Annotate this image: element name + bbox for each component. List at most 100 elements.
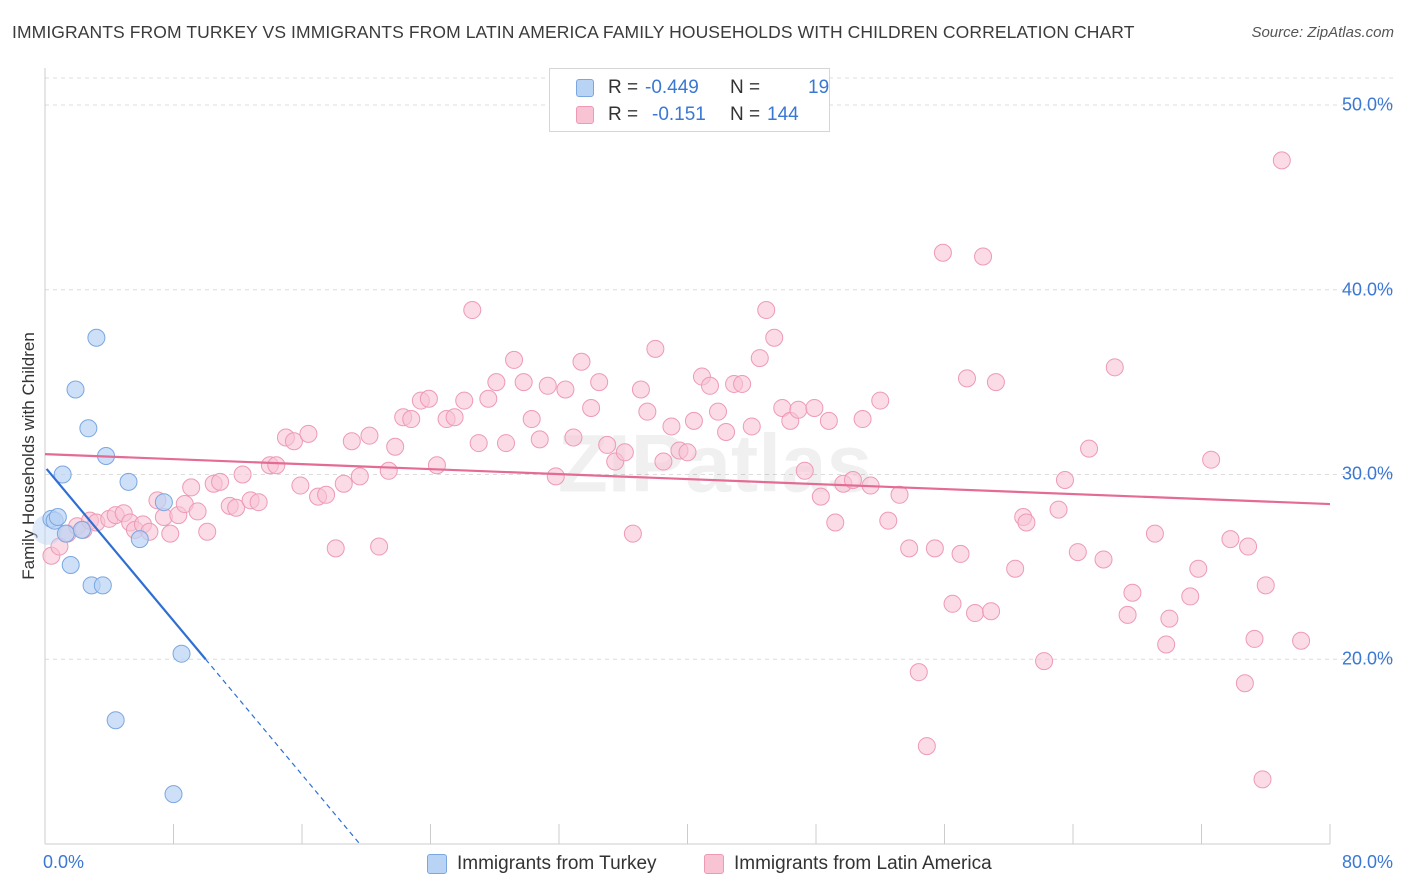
latam-point xyxy=(1049,500,1068,519)
latam-point xyxy=(819,411,838,430)
turkey-point xyxy=(154,493,173,512)
latam-point xyxy=(638,402,657,421)
latam-point xyxy=(350,467,369,486)
latam-point xyxy=(1235,674,1254,693)
latam-point xyxy=(795,461,814,480)
latam-point xyxy=(299,424,318,443)
latam-point xyxy=(514,373,533,392)
latam-point xyxy=(370,537,389,556)
legend-n-value-latam: 144 xyxy=(767,104,799,125)
latam-point xyxy=(966,604,985,623)
latam-point xyxy=(267,456,286,475)
latam-point xyxy=(546,467,565,486)
latam-point xyxy=(646,339,665,358)
source-label: Source: ZipAtlas.com xyxy=(1251,24,1394,41)
turkey-point xyxy=(56,524,75,543)
latam-point xyxy=(890,485,909,504)
latam-point xyxy=(455,391,474,410)
latam-point xyxy=(974,247,993,266)
y-tick-label-40: 40.0% xyxy=(1341,279,1393,300)
latam-point xyxy=(249,493,268,512)
latam-point xyxy=(871,391,890,410)
latam-point xyxy=(717,422,736,441)
latam-point xyxy=(1017,513,1036,532)
latam-point xyxy=(933,243,952,262)
latam-point xyxy=(943,594,962,613)
latam-point xyxy=(582,398,601,417)
latam-point xyxy=(227,498,246,517)
correlation-legend: R = -0.449 N = 19 R = -0.151 N = 144 xyxy=(549,68,830,132)
legend-swatch-latam xyxy=(576,106,594,124)
latam-point xyxy=(1202,450,1221,469)
turkey-point xyxy=(93,576,112,595)
latam-point xyxy=(317,485,336,504)
legend-r-value-latam: -0.151 xyxy=(652,104,706,125)
latam-point xyxy=(556,380,575,399)
latam-point xyxy=(733,374,752,393)
latam-point xyxy=(1118,605,1137,624)
latam-point xyxy=(1189,559,1208,578)
latam-point xyxy=(522,410,541,429)
latam-point xyxy=(386,437,405,456)
latam-point xyxy=(564,428,583,447)
latam-point xyxy=(750,349,769,368)
latam-point xyxy=(662,417,681,436)
turkey-point xyxy=(48,507,67,526)
latam-point xyxy=(678,443,697,462)
latam-point xyxy=(805,398,824,417)
latam-point xyxy=(765,328,784,347)
turkey-point xyxy=(61,556,80,575)
latam-point xyxy=(402,410,421,429)
latam-point xyxy=(233,465,252,484)
series-legend-label-turkey: Immigrants from Turkey xyxy=(457,853,657,874)
latam-point xyxy=(598,435,617,454)
latam-point xyxy=(909,663,928,682)
latam-point xyxy=(538,376,557,395)
series-swatch-turkey xyxy=(427,854,447,874)
latam-point xyxy=(530,430,549,449)
latam-point xyxy=(479,389,498,408)
legend-row-latam: R = -0.151 N = 144 xyxy=(550,100,829,128)
latam-point xyxy=(654,452,673,471)
latam-point xyxy=(427,456,446,475)
latam-point xyxy=(917,737,936,756)
x-tick-label-0: 0.0% xyxy=(43,852,85,872)
y-tick-label-30: 30.0% xyxy=(1341,463,1393,484)
latam-point xyxy=(700,376,719,395)
latam-point xyxy=(1160,609,1179,628)
latam-point xyxy=(182,478,201,497)
turkey-point xyxy=(72,520,91,539)
latam-point xyxy=(1157,635,1176,654)
latam-point xyxy=(1256,576,1275,595)
latam-point xyxy=(631,380,650,399)
latam-point xyxy=(951,544,970,563)
latam-point xyxy=(811,487,830,506)
latam-point xyxy=(342,432,361,451)
latam-point xyxy=(757,301,776,320)
turkey-point xyxy=(66,380,85,399)
latam-point xyxy=(1055,471,1074,490)
legend-n-label: N = xyxy=(730,77,761,98)
y-tick-label-20: 20.0% xyxy=(1341,648,1393,669)
x-tick-label-80: 80.0% xyxy=(1341,852,1393,872)
legend-r-label: R = xyxy=(608,104,639,125)
latam-point xyxy=(957,369,976,388)
latin-america-points xyxy=(42,151,1311,789)
legend-n-value-turkey: 19 xyxy=(808,77,830,98)
latam-point xyxy=(161,524,180,543)
turkey-point xyxy=(172,644,191,663)
latam-point xyxy=(789,400,808,419)
latam-point xyxy=(1035,652,1054,671)
axes xyxy=(44,68,1331,845)
turkey-point xyxy=(79,419,98,438)
turkey-point xyxy=(164,785,183,804)
chart-title: IMMIGRANTS FROM TURKEY VS IMMIGRANTS FRO… xyxy=(12,22,1135,42)
latam-point xyxy=(590,373,609,392)
series-legend-label-latam: Immigrants from Latin America xyxy=(734,853,992,874)
latam-point xyxy=(496,434,515,453)
legend-r-label: R = xyxy=(608,77,639,98)
latam-point xyxy=(684,411,703,430)
latam-point xyxy=(1292,631,1311,650)
latam-point xyxy=(615,443,634,462)
